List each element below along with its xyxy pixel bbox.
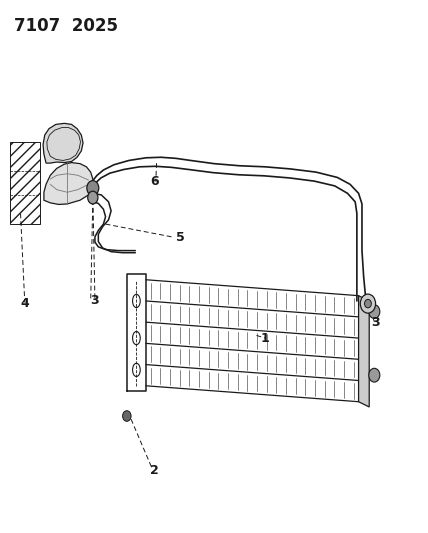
Circle shape (88, 191, 98, 204)
Circle shape (369, 368, 380, 382)
Polygon shape (43, 123, 83, 163)
Text: 4: 4 (21, 297, 29, 310)
Text: 3: 3 (91, 294, 99, 308)
Text: 1: 1 (261, 332, 269, 344)
Text: 5: 5 (175, 231, 184, 244)
Text: 2: 2 (150, 464, 159, 477)
Text: 6: 6 (150, 175, 159, 188)
Text: 7107  2025: 7107 2025 (14, 17, 118, 35)
Polygon shape (359, 296, 369, 407)
Circle shape (369, 305, 380, 318)
Polygon shape (44, 163, 93, 205)
Text: 3: 3 (371, 316, 380, 329)
Polygon shape (10, 142, 40, 224)
Circle shape (365, 300, 372, 308)
Circle shape (122, 411, 131, 421)
Circle shape (360, 294, 376, 313)
Circle shape (87, 181, 99, 196)
